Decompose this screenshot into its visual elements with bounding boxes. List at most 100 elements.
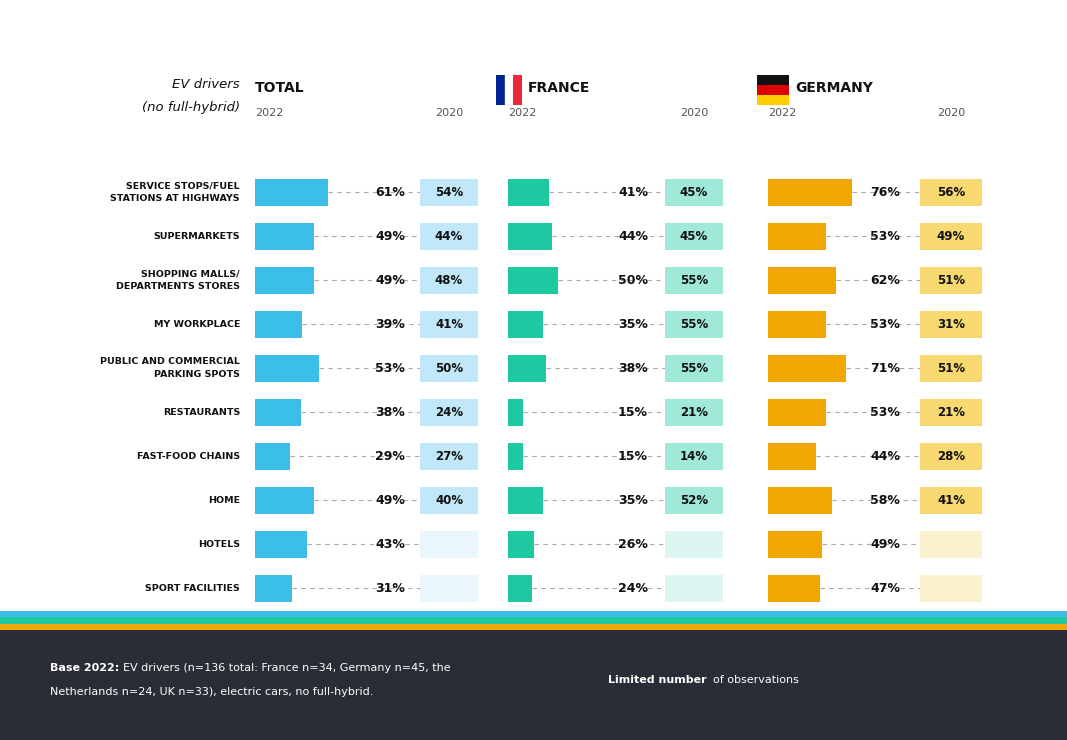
Text: RESTAURANTS: RESTAURANTS	[163, 408, 240, 417]
Text: SERVICE STOPS/FUEL: SERVICE STOPS/FUEL	[126, 181, 240, 190]
Text: FAST-FOOD CHAINS: FAST-FOOD CHAINS	[137, 452, 240, 461]
Text: 48%: 48%	[435, 274, 463, 287]
Text: (no full-hybrid): (no full-hybrid)	[142, 101, 240, 115]
Bar	[920, 354, 982, 382]
Bar	[757, 85, 789, 95]
Text: HOME: HOME	[208, 496, 240, 505]
Text: Netherlands n=24, UK n=33), electric cars, no full-hybrid.: Netherlands n=24, UK n=33), electric car…	[50, 687, 373, 697]
Bar	[665, 487, 723, 514]
Text: Limited number: Limited number	[608, 675, 706, 684]
Text: 35%: 35%	[618, 317, 648, 331]
Text: 49%: 49%	[376, 274, 405, 287]
Bar	[665, 311, 723, 338]
Bar	[768, 399, 826, 426]
Bar	[665, 531, 723, 558]
Bar	[255, 575, 292, 602]
Text: 15%: 15%	[618, 450, 648, 463]
Bar	[920, 223, 982, 250]
Text: 55%: 55%	[680, 274, 708, 287]
Text: 2020: 2020	[937, 108, 966, 118]
Bar	[768, 223, 826, 250]
Bar	[0, 624, 1067, 630]
Text: SUPERMARKETS: SUPERMARKETS	[154, 232, 240, 240]
Text: 50%: 50%	[435, 362, 463, 375]
Text: 2022: 2022	[768, 108, 796, 118]
Text: 55%: 55%	[680, 317, 708, 331]
Bar	[508, 443, 523, 470]
Bar	[920, 266, 982, 294]
Bar	[0, 610, 1067, 617]
Bar	[768, 531, 822, 558]
Text: 54%: 54%	[435, 186, 463, 199]
Text: 47%: 47%	[870, 582, 899, 595]
Bar	[0, 617, 1067, 624]
Text: 2022: 2022	[508, 108, 537, 118]
Bar	[255, 178, 329, 206]
Bar	[255, 531, 306, 558]
Bar	[508, 311, 543, 338]
Text: HOTELS: HOTELS	[198, 540, 240, 549]
Bar	[768, 354, 846, 382]
Bar	[496, 75, 505, 105]
Text: 53%: 53%	[376, 362, 405, 375]
Bar	[757, 95, 789, 105]
Bar	[768, 266, 837, 294]
Bar	[508, 266, 558, 294]
Bar	[420, 354, 478, 382]
Text: 31%: 31%	[937, 317, 965, 331]
Text: 29%: 29%	[376, 450, 405, 463]
Bar	[768, 311, 826, 338]
Text: FRANCE: FRANCE	[528, 81, 590, 95]
Bar	[508, 487, 543, 514]
Text: 56%: 56%	[937, 186, 966, 199]
Bar	[920, 487, 982, 514]
Bar	[665, 443, 723, 470]
Text: 71%: 71%	[870, 362, 899, 375]
Bar	[420, 178, 478, 206]
Text: 31%: 31%	[376, 582, 405, 595]
Text: 41%: 41%	[618, 186, 648, 199]
Text: 49%: 49%	[937, 229, 966, 243]
Text: 41%: 41%	[435, 317, 463, 331]
Text: MY WORKPLACE: MY WORKPLACE	[154, 320, 240, 329]
Text: EV drivers (n=136 total: France n=34, Germany n=45, the: EV drivers (n=136 total: France n=34, Ge…	[123, 663, 450, 673]
Text: STATIONS AT HIGHWAYS: STATIONS AT HIGHWAYS	[111, 195, 240, 204]
Text: 24%: 24%	[618, 582, 648, 595]
Bar	[665, 354, 723, 382]
Bar	[255, 443, 290, 470]
Text: 21%: 21%	[937, 406, 965, 419]
Bar	[255, 354, 319, 382]
Text: 53%: 53%	[870, 406, 899, 419]
Bar	[420, 575, 478, 602]
Bar	[420, 311, 478, 338]
Bar	[665, 399, 723, 426]
Text: 2020: 2020	[680, 108, 708, 118]
Text: 44%: 44%	[618, 229, 648, 243]
Text: 62%: 62%	[870, 274, 899, 287]
Text: 27%: 27%	[435, 450, 463, 463]
Text: SHOPPING MALLS/: SHOPPING MALLS/	[141, 269, 240, 278]
Text: 14%: 14%	[680, 450, 708, 463]
Text: 51%: 51%	[937, 274, 965, 287]
Bar	[508, 399, 523, 426]
Bar	[665, 266, 723, 294]
Text: 51%: 51%	[937, 362, 965, 375]
Bar	[505, 75, 513, 105]
Text: 39%: 39%	[376, 317, 405, 331]
Bar	[665, 178, 723, 206]
Text: 21%: 21%	[680, 406, 708, 419]
Text: 45%: 45%	[680, 229, 708, 243]
Bar	[255, 487, 314, 514]
Bar	[768, 575, 819, 602]
Text: 35%: 35%	[618, 494, 648, 507]
Text: 53%: 53%	[870, 317, 899, 331]
Text: DEPARTMENTS STORES: DEPARTMENTS STORES	[116, 283, 240, 292]
Text: 24%: 24%	[435, 406, 463, 419]
Bar	[508, 575, 532, 602]
Bar	[255, 223, 314, 250]
Text: 49%: 49%	[376, 494, 405, 507]
Text: 2022: 2022	[255, 108, 284, 118]
Text: SPORT FACILITIES: SPORT FACILITIES	[145, 584, 240, 593]
Text: 26%: 26%	[618, 538, 648, 551]
Bar	[920, 311, 982, 338]
